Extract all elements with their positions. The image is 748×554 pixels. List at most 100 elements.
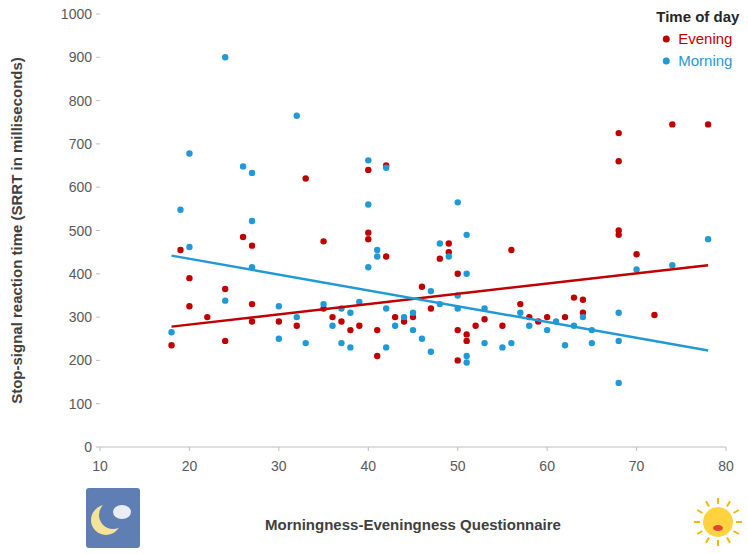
point (615, 130, 621, 136)
point (249, 170, 255, 176)
point (481, 316, 487, 322)
point (669, 121, 675, 127)
point (168, 342, 174, 348)
point (705, 236, 711, 242)
point (446, 240, 452, 246)
sun-ray (706, 538, 709, 543)
point (410, 310, 416, 316)
point (463, 232, 469, 238)
point (302, 175, 308, 181)
moon-background (86, 488, 140, 548)
y-tick-label: 800 (69, 93, 93, 109)
sun-ray (727, 501, 730, 506)
y-tick-label: 400 (69, 266, 93, 282)
point (240, 163, 246, 169)
trend-line (172, 265, 709, 326)
moon-icon (86, 488, 140, 548)
point (615, 310, 621, 316)
sun-icon (694, 498, 742, 546)
y-tick (96, 360, 100, 361)
x-tick-label: 70 (629, 458, 645, 474)
x-tick-label: 30 (271, 458, 287, 474)
x-tick-label: 80 (718, 458, 734, 474)
sun-ray (717, 498, 719, 504)
point (365, 264, 371, 270)
point (410, 327, 416, 333)
point (320, 301, 326, 307)
x-axis-title: Morningness-Eveningness Questionnaire (265, 516, 561, 533)
legend-label: Evening (678, 30, 732, 47)
point (580, 314, 586, 320)
y-tick-label: 0 (84, 439, 92, 455)
point (455, 357, 461, 363)
sun-ray (697, 510, 702, 513)
point (186, 303, 192, 309)
sun-ray (694, 521, 700, 523)
point (508, 247, 514, 253)
point (347, 310, 353, 316)
point (446, 253, 452, 259)
y-tick-label: 1000 (61, 6, 92, 22)
y-axis-title: Stop-signal reaction time (SRRT in milli… (8, 57, 25, 404)
point (240, 234, 246, 240)
point (463, 331, 469, 337)
point (374, 247, 380, 253)
sun-ray (697, 531, 702, 534)
sun-mouth (713, 525, 723, 531)
point (455, 199, 461, 205)
point (651, 312, 657, 318)
x-tick-label: 60 (539, 458, 555, 474)
legend-marker (663, 36, 670, 43)
point (276, 318, 282, 324)
point (365, 157, 371, 163)
trend-line (172, 256, 709, 351)
legend-label: Morning (678, 52, 732, 69)
y-tick-label: 100 (69, 396, 93, 412)
point (526, 323, 532, 329)
x-tick (457, 447, 458, 451)
point (463, 271, 469, 277)
point (669, 262, 675, 268)
point (544, 314, 550, 320)
point (517, 310, 523, 316)
point (365, 167, 371, 173)
point (249, 301, 255, 307)
point (374, 253, 380, 259)
y-tick (96, 447, 100, 448)
point (472, 323, 478, 329)
point (705, 121, 711, 127)
y-tick-label: 900 (69, 49, 93, 65)
x-tick-label: 20 (182, 458, 198, 474)
y-tick-label: 500 (69, 223, 93, 239)
sun (703, 507, 733, 537)
point (383, 253, 389, 259)
point (294, 113, 300, 119)
x-tick (100, 447, 101, 451)
x-axis-line (100, 447, 726, 448)
y-tick (96, 273, 100, 274)
point (177, 207, 183, 213)
point (392, 314, 398, 320)
point (294, 323, 300, 329)
point (428, 349, 434, 355)
point (374, 353, 380, 359)
point (329, 314, 335, 320)
point (499, 344, 505, 350)
point (437, 255, 443, 261)
point (276, 336, 282, 342)
point (374, 327, 380, 333)
sun-ray (736, 521, 742, 523)
y-tick-label: 600 (69, 179, 93, 195)
sun-ray (734, 531, 739, 534)
point (276, 303, 282, 309)
y-tick (96, 57, 100, 58)
point (499, 323, 505, 329)
point (168, 329, 174, 335)
sun-ray (706, 501, 709, 506)
x-tick (189, 447, 190, 451)
x-tick (726, 447, 727, 451)
point (463, 359, 469, 365)
y-tick-label: 200 (69, 352, 93, 368)
point (186, 244, 192, 250)
point (615, 338, 621, 344)
